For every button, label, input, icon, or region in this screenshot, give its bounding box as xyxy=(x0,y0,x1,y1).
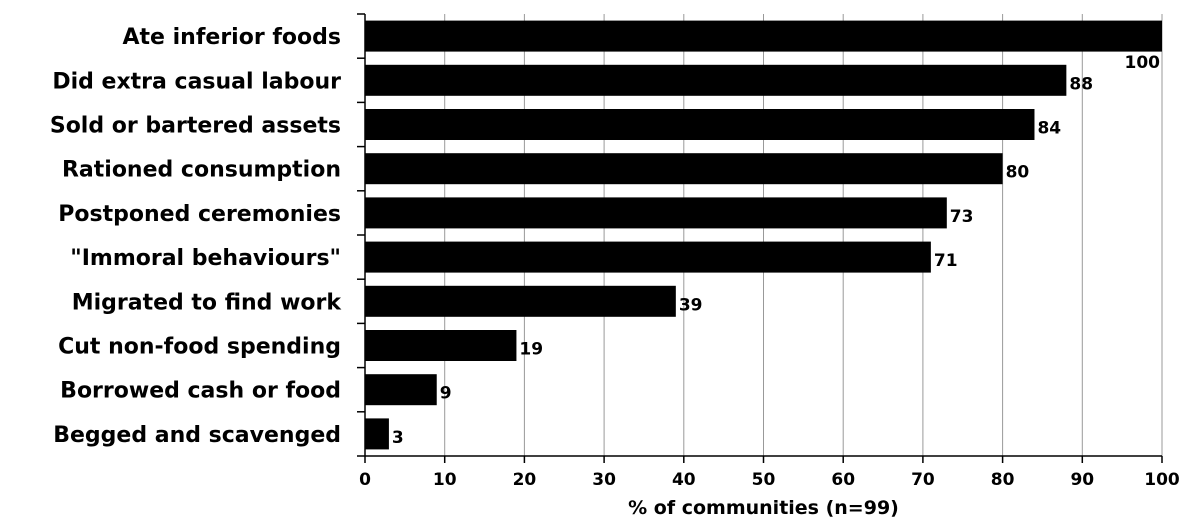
bar-9 xyxy=(365,418,389,450)
x-tick-label-50: 50 xyxy=(752,470,776,490)
x-axis-title: % of communities (n=99) xyxy=(628,497,899,519)
bar-7 xyxy=(365,330,517,361)
data-label-3: 80 xyxy=(1006,163,1030,183)
data-label-7: 19 xyxy=(519,340,543,360)
category-label-9: Begged and scavenged xyxy=(53,423,341,448)
x-tick-label-20: 20 xyxy=(513,470,537,490)
data-label-2: 84 xyxy=(1037,119,1061,139)
data-label-6: 39 xyxy=(679,295,703,315)
x-tick-label-30: 30 xyxy=(592,470,616,490)
category-label-8: Borrowed cash or food xyxy=(60,379,341,404)
x-tick-label-100: 100 xyxy=(1144,470,1180,490)
bar-0 xyxy=(365,20,1162,52)
category-label-7: Cut non-food spending xyxy=(58,335,341,360)
x-tick-labels: 0 10 20 30 40 50 60 70 80 90 100 xyxy=(359,470,1180,490)
category-label-1: Did extra casual labour xyxy=(52,69,341,94)
bar-6 xyxy=(365,285,676,317)
category-label-4: Postponed ceremonies xyxy=(58,202,341,227)
data-label-1: 88 xyxy=(1069,74,1093,94)
bar-3 xyxy=(365,153,1003,185)
bars xyxy=(365,20,1162,450)
bar-1 xyxy=(365,64,1067,96)
bar-5 xyxy=(365,241,931,273)
x-tick-label-60: 60 xyxy=(831,470,855,490)
data-label-0: 100 xyxy=(1125,53,1161,73)
data-label-4: 73 xyxy=(950,207,974,227)
x-tick-label-40: 40 xyxy=(672,470,696,490)
data-label-9: 3 xyxy=(392,428,404,448)
x-tick-label-10: 10 xyxy=(433,470,457,490)
data-labels: 100 88 84 80 73 71 39 19 9 3 xyxy=(392,53,1160,448)
x-tick-label-70: 70 xyxy=(911,470,935,490)
category-labels: Ate inferior foods Did extra casual labou… xyxy=(50,25,343,448)
data-label-8: 9 xyxy=(440,384,452,404)
bar-4 xyxy=(365,197,947,229)
x-tick-label-90: 90 xyxy=(1070,470,1094,490)
axes xyxy=(357,13,1163,463)
bar-8 xyxy=(365,374,437,406)
data-label-5: 71 xyxy=(934,251,958,271)
category-label-6: Migrated to find work xyxy=(72,290,343,315)
category-label-2: Sold or bartered assets xyxy=(50,114,341,139)
x-tick-label-80: 80 xyxy=(991,470,1015,490)
bar-2 xyxy=(365,109,1035,140)
x-tick-label-0: 0 xyxy=(359,470,371,490)
category-label-3: Rationed consumption xyxy=(62,158,341,183)
category-label-5: "Immoral behaviours" xyxy=(70,246,341,271)
category-label-0: Ate inferior foods xyxy=(123,25,341,50)
